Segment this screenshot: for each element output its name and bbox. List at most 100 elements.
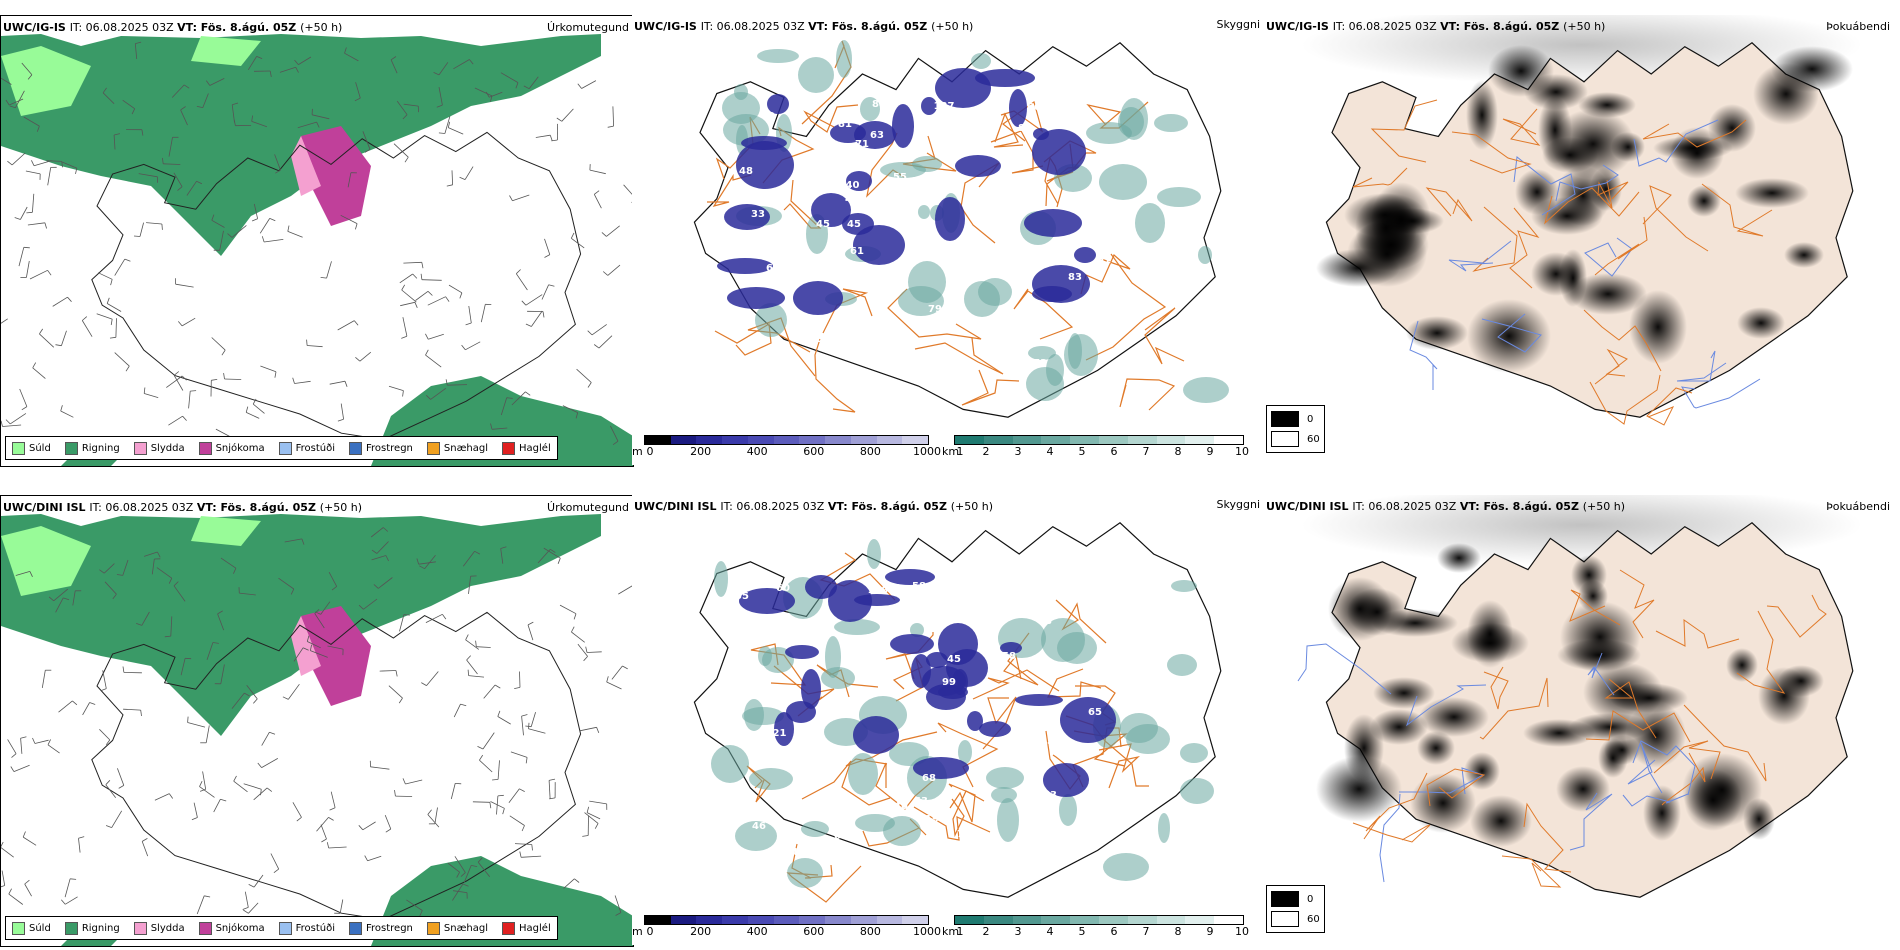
wind-barb-flag — [310, 644, 312, 651]
wind-barb — [399, 273, 413, 284]
legend-item-rigning: Rigning — [64, 921, 120, 935]
wind-barb-flag — [344, 381, 348, 387]
wind-barb — [614, 895, 622, 913]
wind-barb — [260, 365, 277, 373]
road — [951, 790, 985, 838]
legend-item-súld: Súld — [12, 441, 51, 455]
wind-barb-flag — [292, 377, 295, 384]
legend-label: Súld — [29, 442, 51, 454]
wind-barb-flag — [102, 87, 107, 94]
fog-blob — [1419, 697, 1489, 737]
wind-barb-flag — [489, 802, 492, 809]
wind-barb — [26, 260, 30, 278]
wind-barb-flag — [525, 725, 532, 728]
wind-barb — [264, 239, 284, 243]
wind-barb-flag — [328, 817, 334, 821]
precip-map — [1, 34, 633, 466]
wind-barb-flag — [528, 722, 530, 729]
fog-blob — [1643, 785, 1681, 841]
ceiling-label: 89 — [1018, 123, 1032, 134]
model-name: UWC/DINI ISL — [3, 501, 90, 514]
fog-blob — [1571, 555, 1607, 595]
wind-barb — [219, 230, 224, 251]
lead-time: (+50 h) — [1582, 500, 1626, 513]
wind-barb — [403, 103, 419, 107]
ceiling-label: 62 — [769, 358, 783, 369]
wind-barb — [490, 801, 505, 809]
wind-barb-flag — [1, 420, 3, 427]
wind-barb-flag — [404, 156, 409, 163]
wind-barb — [509, 815, 525, 826]
wind-barb — [337, 320, 355, 331]
wind-barb-flag — [390, 56, 397, 61]
visibility-patch — [978, 278, 1012, 306]
road — [707, 173, 752, 207]
wind-barb-flag — [32, 362, 37, 368]
wind-barb-flag — [295, 67, 299, 73]
road — [990, 130, 1044, 174]
wind-barb — [143, 551, 158, 557]
wind-barb-flag — [136, 623, 142, 626]
road — [1479, 677, 1549, 740]
wind-barb — [438, 87, 443, 106]
ceiling-label: 68 — [922, 773, 936, 784]
wind-barb — [610, 425, 619, 442]
river — [1627, 742, 1663, 794]
road — [1085, 253, 1167, 361]
river — [1681, 378, 1761, 409]
colorbar-tick: 5 — [1078, 925, 1086, 938]
river — [1513, 156, 1576, 216]
wind-barb-flag — [469, 59, 474, 65]
wind-barb — [213, 799, 221, 813]
wind-barb-flag — [143, 387, 146, 394]
visibility-patch — [711, 745, 749, 783]
visibility-patch — [910, 623, 924, 637]
wind-barb — [251, 121, 268, 128]
precip-map — [1, 514, 633, 946]
wind-barb — [405, 779, 423, 785]
wind-barb-flag — [60, 899, 66, 905]
wind-barb-flag — [314, 609, 320, 614]
wind-barb — [103, 563, 115, 574]
wind-barb — [151, 558, 155, 575]
wind-barb — [102, 670, 107, 689]
wind-barb-flag — [112, 593, 117, 600]
wind-barb — [448, 127, 464, 135]
colorbar-tick: 2 — [982, 925, 990, 938]
river — [1481, 313, 1542, 353]
visibility-patch — [1046, 354, 1064, 386]
wind-barb-flag — [425, 333, 429, 340]
wind-barb-flag — [337, 418, 344, 422]
wind-barb — [231, 104, 235, 123]
wind-barb — [500, 548, 504, 564]
wind-barb-flag — [60, 405, 63, 412]
legend-swatch — [64, 441, 78, 455]
road — [1003, 632, 1039, 686]
wind-barb — [78, 838, 81, 853]
wind-barb-flag — [320, 277, 327, 279]
ceiling-label: 33 — [751, 209, 765, 220]
road — [1352, 167, 1408, 188]
wind-barb-flag — [477, 746, 484, 750]
wind-barb-flag — [61, 161, 63, 168]
wind-barb — [7, 739, 17, 754]
ceiling-colorbar: m 0 200 400 600 800 1000 — [632, 907, 941, 939]
wind-barb-flag — [211, 214, 215, 221]
wind-barb — [370, 766, 390, 770]
wind-barb-flag — [253, 698, 258, 704]
river — [1632, 740, 1696, 796]
fog-blob — [1347, 221, 1427, 287]
wind-barb-flag — [331, 586, 337, 591]
wind-barb — [320, 824, 327, 840]
cloud-cluster — [736, 141, 794, 189]
lead-time: (+50 h) — [1563, 20, 1606, 33]
wind-barb — [450, 783, 456, 800]
wind-barb-flag — [615, 912, 622, 916]
coastline — [91, 131, 582, 441]
wind-barb-flag — [72, 700, 78, 706]
ceiling-map: 58 46 60 62 63 32 68 46 55 61 99 63 119 108 45 45 58 40 54… — [693, 522, 1222, 903]
wind-barb-flag — [20, 736, 27, 739]
wind-barb — [60, 410, 74, 418]
valid-time: VT: Fös. 8.ágú. 05Z — [1459, 500, 1583, 513]
fog-blob — [1347, 588, 1407, 636]
